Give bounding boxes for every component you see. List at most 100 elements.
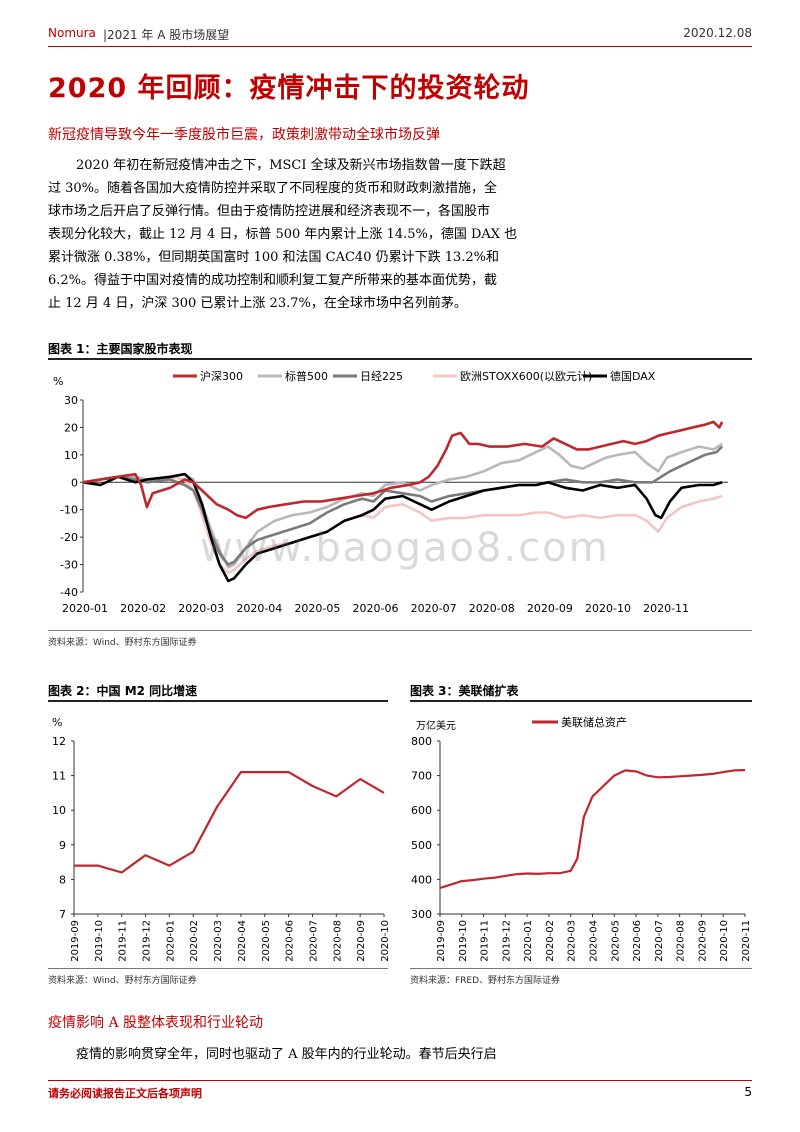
y-tick-label: -10 (60, 504, 78, 517)
series-line-4 (82, 472, 723, 583)
figure3-source: 资料来源：FRED、野村东方国际证券 (410, 976, 561, 986)
y-tick-label: 20 (64, 421, 78, 434)
page-title: 2020 年回顾：疫情冲击下的投资轮动 (48, 73, 530, 104)
x-tick-label: 2020-07 (654, 920, 665, 962)
y-tick-label: 9 (59, 839, 66, 852)
x-tick-label: 2019-09 (70, 920, 81, 962)
x-tick-label: 2019-11 (118, 920, 129, 962)
brand-name: Nomura (48, 26, 96, 40)
y-tick-label: 800 (411, 735, 432, 748)
legend-label: 欧洲STOXX600(以欧元计) (460, 370, 592, 383)
y-tick-label: 300 (411, 908, 432, 921)
x-tick-label: 2020-05 (261, 920, 272, 962)
y-tick-label: 7 (59, 908, 66, 921)
y-tick-label: 11 (52, 770, 66, 783)
x-tick-label: 2020-03 (178, 602, 224, 615)
x-tick-label: 2020-06 (632, 920, 643, 962)
paragraph-line: 表现分化较大，截止 12 月 4 日，标普 500 年内累计上涨 14.5%，德… (48, 227, 518, 242)
x-tick-label: 2020-10 (719, 920, 730, 962)
x-tick-label: 2020-11 (643, 602, 689, 615)
y-tick-label: 10 (52, 804, 66, 817)
x-tick-label: 2019-09 (436, 920, 447, 962)
figure1-title: 图表 1：主要国家股市表现 (48, 342, 193, 356)
x-tick-label: 2020-03 (567, 920, 578, 962)
figure1-top-rule (48, 358, 752, 360)
figure1-source: 资料来源：Wind、野村东方国际证券 (48, 638, 197, 648)
m2-line (74, 770, 385, 874)
x-tick-label: 2020-04 (237, 920, 248, 962)
x-tick-label: 2020-02 (120, 602, 166, 615)
x-tick-label: 2020-04 (589, 920, 600, 962)
section-heading-2: 疫情影响 A 股整体表现和行业轮动 (48, 1015, 264, 1031)
y-unit-label: 万亿美元 (416, 719, 456, 732)
legend-label: 美联储总资产 (561, 715, 627, 729)
y-tick-label: 500 (411, 839, 432, 852)
x-tick-label: 2020-11 (741, 920, 752, 962)
x-tick-label: 2019-10 (458, 920, 469, 962)
x-tick-label: 2020-05 (294, 602, 340, 615)
y-tick-label: 8 (59, 873, 66, 886)
y-unit-label: % (53, 375, 63, 388)
paragraph-line: 球市场之后开启了反弹行情。但由于疫情防控进展和经济表现不一，各国股市 (48, 204, 491, 219)
y-tick-label: 12 (52, 735, 66, 748)
x-tick-label: 2020-01 (62, 602, 108, 615)
figure2-top-rule (48, 700, 388, 702)
x-tick-label: 2020-09 (697, 920, 708, 962)
x-tick-label: 2020-09 (527, 602, 573, 615)
series-line-2 (82, 445, 724, 566)
y-tick-label: 600 (411, 804, 432, 817)
series-line-0 (82, 420, 724, 520)
figure3-title: 图表 3：美联储扩表 (410, 684, 519, 698)
footer-rule (48, 1080, 752, 1081)
figure2-bottom-rule (48, 968, 388, 969)
y-tick-label: 400 (411, 873, 432, 886)
y-tick-label: 700 (411, 770, 432, 783)
section-heading-1: 新冠疫情导致今年一季度股市巨震，政策刺激带动全球市场反弹 (48, 127, 440, 143)
figure3-chart: 万亿美元 美联储总资产 800 700 600 500 400 300 2019-09 2019-… (411, 715, 752, 962)
header-date: 2020.12.08 (683, 26, 752, 40)
x-tick-label: 2019-10 (94, 920, 105, 962)
header-report-title: |2021 年 A 股市场展望 (103, 28, 230, 42)
figure2-title: 图表 2：中国 M2 同比增速 (48, 684, 198, 698)
body-paragraph-2: 疫情的影响贯穿全年，同时也驱动了 A 股年内的行业轮动。春节后央行启 (76, 1047, 497, 1062)
figure2-source: 资料来源：Wind、野村东方国际证券 (48, 976, 197, 986)
x-tick-label: 2020-01 (165, 920, 176, 962)
y-tick-label: -40 (60, 586, 78, 599)
x-tick-label: 2020-05 (610, 920, 621, 962)
legend-label: 日经225 (360, 370, 403, 383)
figure3-top-rule (410, 700, 752, 702)
figure1-bottom-rule (48, 630, 752, 631)
y-tick-label: -20 (60, 531, 78, 544)
x-tick-label: 2020-02 (189, 920, 200, 962)
paragraph-line: 过 30%。随着各国加大疫情防控并采取了不同程度的货币和财政刺激措施，全 (48, 181, 498, 196)
fed-assets-line (439, 769, 746, 890)
x-tick-label: 2020-08 (676, 920, 687, 962)
paragraph-line: 2020 年初在新冠疫情冲击之下，MSCI 全球及新兴市场指数曾一度下跌超 (76, 158, 506, 173)
watermark: www.baogao8.com (200, 525, 610, 571)
x-tick-label: 2020-06 (353, 602, 399, 615)
paragraph-line: 止 12 月 4 日，沪深 300 已累计上涨 23.7%，在全球市场中名列前茅… (48, 296, 467, 311)
x-tick-label: 2020-03 (213, 920, 224, 962)
page-number: 5 (744, 1085, 752, 1099)
footer-disclaimer: 请务必阅读报告正文后各项声明 (48, 1087, 202, 1100)
x-tick-label: 2020-08 (332, 920, 343, 962)
legend-label: 标普500 (285, 369, 328, 383)
y-tick-label: 0 (71, 476, 78, 489)
figure2-chart: % 12 11 10 9 8 7 2019-09 2019-10 2019-11 2019-12 20… (52, 716, 388, 962)
y-tick-label: 30 (64, 394, 78, 407)
paragraph-line: 累计微涨 0.38%，但同期英国富时 100 和法国 CAC40 仍累计下跌 1… (48, 250, 500, 265)
x-tick-label: 2020-09 (356, 920, 367, 962)
x-tick-label: 2020-10 (585, 602, 631, 615)
x-tick-label: 2019-12 (501, 920, 512, 962)
legend-label: 德国DAX (610, 369, 656, 383)
body-paragraph: 2020 年初在新冠疫情冲击之下，MSCI 全球及新兴市场指数曾一度下跌超 过 … (48, 154, 752, 315)
header-rule (48, 46, 752, 47)
x-tick-label: 2020-01 (523, 920, 534, 962)
x-tick-label: 2020-04 (236, 602, 282, 615)
paragraph-line: 6.2%。得益于中国对疫情的成功控制和顺利复工复产所带来的基本面优势，截 (48, 273, 498, 288)
figure3-bottom-rule (410, 968, 752, 969)
legend-label: 沪深300 (200, 369, 243, 383)
y-tick-label: 10 (64, 449, 78, 462)
x-tick-label: 2019-11 (480, 920, 491, 962)
y-tick-label: -30 (60, 559, 78, 572)
